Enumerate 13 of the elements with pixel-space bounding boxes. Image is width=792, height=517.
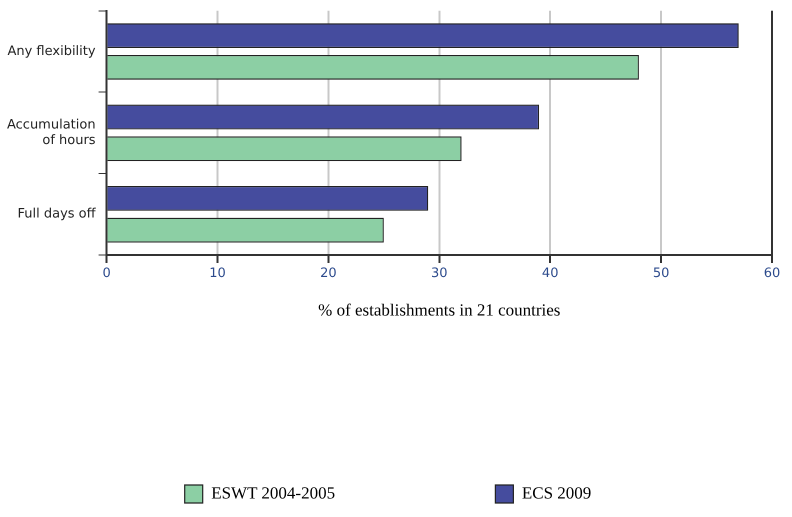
- x-tick-label: 0: [102, 266, 111, 282]
- x-tick-label: 60: [764, 266, 780, 282]
- legend-label: ESWT 2004-2005: [211, 483, 336, 502]
- x-tick-label: 40: [542, 266, 558, 282]
- y-tick-label: Full days off: [17, 206, 97, 222]
- x-tick-label: 10: [209, 266, 226, 282]
- y-tick-label: Accumulation of hours: [6, 117, 96, 148]
- x-axis-title: % of establishments in 21 countries: [318, 300, 560, 320]
- y-tick-label: Any flexibility: [7, 44, 96, 59]
- legend-label: ECS 2009: [522, 483, 592, 502]
- x-tick-label: 50: [652, 266, 670, 282]
- x-tick-label: 20: [320, 266, 337, 282]
- x-tick-label: 30: [431, 266, 448, 282]
